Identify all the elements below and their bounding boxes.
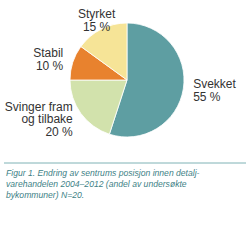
slice-value: 55 % [193,90,221,104]
slice-value: 15 % [83,20,111,34]
slice-value: 10 % [36,59,64,73]
caption: Figur 1. Endring av sentrums posisjon in… [6,168,200,200]
slice-value: 20 % [45,125,73,139]
chart: Svekket55 %Svinger framog tilbake20 %Sta… [0,0,250,229]
caption-line: bykommuner) N=20. [6,190,84,200]
caption-line: varehandelen 2004–2012 (andel av undersø… [6,179,187,189]
caption-line: Figur 1. Endring av sentrums posisjon in… [6,168,200,178]
caption-rule [4,163,246,164]
pie-slice [70,80,127,134]
slice-label: Svinger framog tilbake [5,100,73,127]
pie [70,23,184,137]
